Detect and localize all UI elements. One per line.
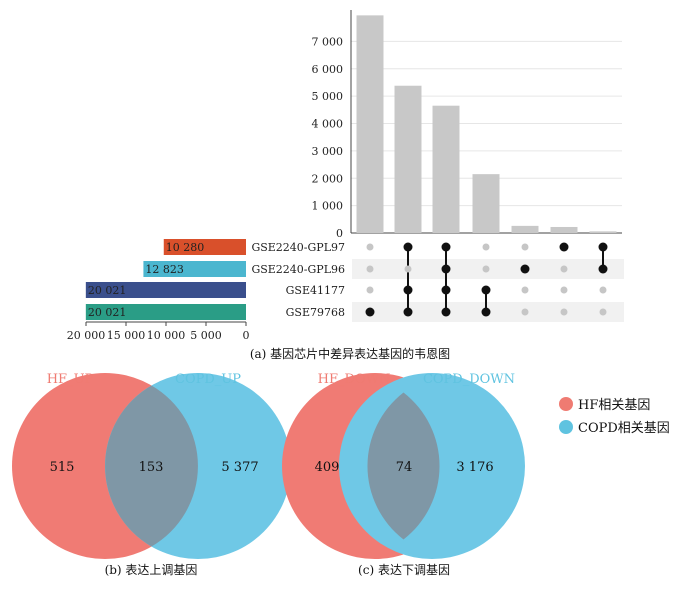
legend-hf-label: HF相关基因 [578, 398, 650, 413]
venn-b-title-left: HF_UP [47, 372, 94, 387]
matrix-dot-active [441, 242, 451, 252]
intersection-bar [472, 174, 500, 233]
legend: HF相关基因 COPD相关基因 [559, 397, 670, 436]
upset-set-size-chart: 10 280 12 823 20 021 20 021 20 000 15 000 10 0… [67, 239, 250, 342]
venn-c-overlap [367, 392, 440, 540]
caption-b: (b) 表达上调基因 [105, 563, 198, 577]
y-tick-label: 6 000 [312, 63, 344, 76]
matrix-dot-inactive [599, 286, 607, 294]
set-size-bar [143, 261, 246, 277]
matrix-dot-active [441, 264, 451, 274]
matrix-dot-inactive [599, 308, 607, 316]
venn-c-title-right: COPD_DOWN [423, 372, 515, 387]
set-size-label: 20 021 [88, 306, 127, 319]
y-tick-label: 0 [336, 227, 343, 240]
matrix-dot-inactive [521, 243, 529, 251]
y-tick-label: 2 000 [312, 172, 344, 185]
venn-b: HF_UP COPD_UP 515 153 5 377 [12, 372, 291, 559]
matrix-dot-active [441, 307, 451, 317]
y-tick-label: 5 000 [312, 90, 344, 103]
venn-b-title-right: COPD_UP [175, 372, 241, 387]
matrix-dot-active [481, 307, 491, 317]
y-tick-label: 4 000 [312, 118, 344, 131]
matrix-dot-active [403, 285, 413, 295]
venn-c-title-left: HF_DOWN [318, 372, 391, 387]
matrix-dot-inactive [482, 265, 490, 273]
set-size-tick-label: 20 000 [67, 329, 106, 342]
matrix-dot-active [403, 242, 413, 252]
legend-copd-swatch [559, 420, 573, 434]
matrix-dot-inactive [366, 265, 374, 273]
intersection-bar [394, 85, 422, 233]
matrix-dot-active [403, 307, 413, 317]
matrix-dot-inactive [560, 286, 568, 294]
set-name-label: GSE2240-GPL97 [251, 241, 345, 254]
matrix-dot-active [598, 264, 608, 274]
venn-b-left-value: 515 [50, 460, 75, 475]
matrix-dot-inactive [404, 265, 412, 273]
venn-c-right-value: 3 176 [456, 460, 493, 475]
y-tick-label: 7 000 [312, 35, 344, 48]
upset-intersection-chart: 0 1 000 2 000 3 000 4 000 5 000 6 000 7 000 [312, 10, 622, 240]
set-size-bar [85, 304, 246, 320]
caption-a: (a) 基因芯片中差异表达基因的韦恩图 [250, 346, 450, 361]
y-tick-label: 3 000 [312, 145, 344, 158]
matrix-dot-inactive [482, 243, 490, 251]
matrix-dot-inactive [366, 286, 374, 294]
matrix-dot-active [598, 242, 608, 252]
legend-copd-label: COPD相关基因 [578, 421, 670, 436]
venn-b-overlap-value: 153 [139, 460, 164, 475]
matrix-dot-inactive [521, 286, 529, 294]
legend-hf-swatch [559, 397, 573, 411]
matrix-dot-inactive [560, 308, 568, 316]
set-size-tick-label: 0 [243, 329, 250, 342]
set-size-label: 10 280 [166, 241, 205, 254]
matrix-dot-inactive [560, 265, 568, 273]
caption-c: (c) 表达下调基因 [358, 563, 450, 577]
matrix-dot-active [520, 264, 530, 274]
matrix-dot-inactive [366, 243, 374, 251]
set-size-bar [85, 282, 246, 298]
intersection-bar [511, 225, 539, 233]
matrix-dot-inactive [521, 308, 529, 316]
set-size-label: 20 021 [88, 284, 127, 297]
intersection-bar [432, 105, 460, 233]
venn-b-right-value: 5 377 [221, 460, 258, 475]
intersection-bar [589, 231, 617, 233]
matrix-dot-active [481, 285, 491, 295]
intersection-bar [550, 226, 578, 233]
set-size-label: 12 823 [145, 263, 184, 276]
set-size-bar [163, 239, 246, 255]
upset-matrix: GSE2240-GPL97 GSE2240-GPL96 GSE41177 GSE797… [251, 241, 624, 322]
matrix-dot-active [441, 285, 451, 295]
venn-b-overlap [105, 385, 198, 547]
venn-c-overlap-value: 74 [396, 460, 413, 475]
set-name-label: GSE2240-GPL96 [251, 263, 345, 276]
set-name-label: GSE41177 [286, 284, 345, 297]
venn-c: HF_DOWN COPD_DOWN 409 74 3 176 [282, 372, 525, 559]
set-name-label: GSE79768 [286, 306, 345, 319]
venn-c-left-value: 409 [315, 460, 340, 475]
set-size-tick-label: 10 000 [147, 329, 186, 342]
y-tick-label: 1 000 [312, 200, 344, 213]
set-size-tick-label: 15 000 [107, 329, 146, 342]
matrix-dot-active [559, 242, 569, 252]
matrix-dot-active [365, 307, 375, 317]
set-size-tick-label: 5 000 [190, 329, 222, 342]
intersection-bar [356, 15, 384, 234]
